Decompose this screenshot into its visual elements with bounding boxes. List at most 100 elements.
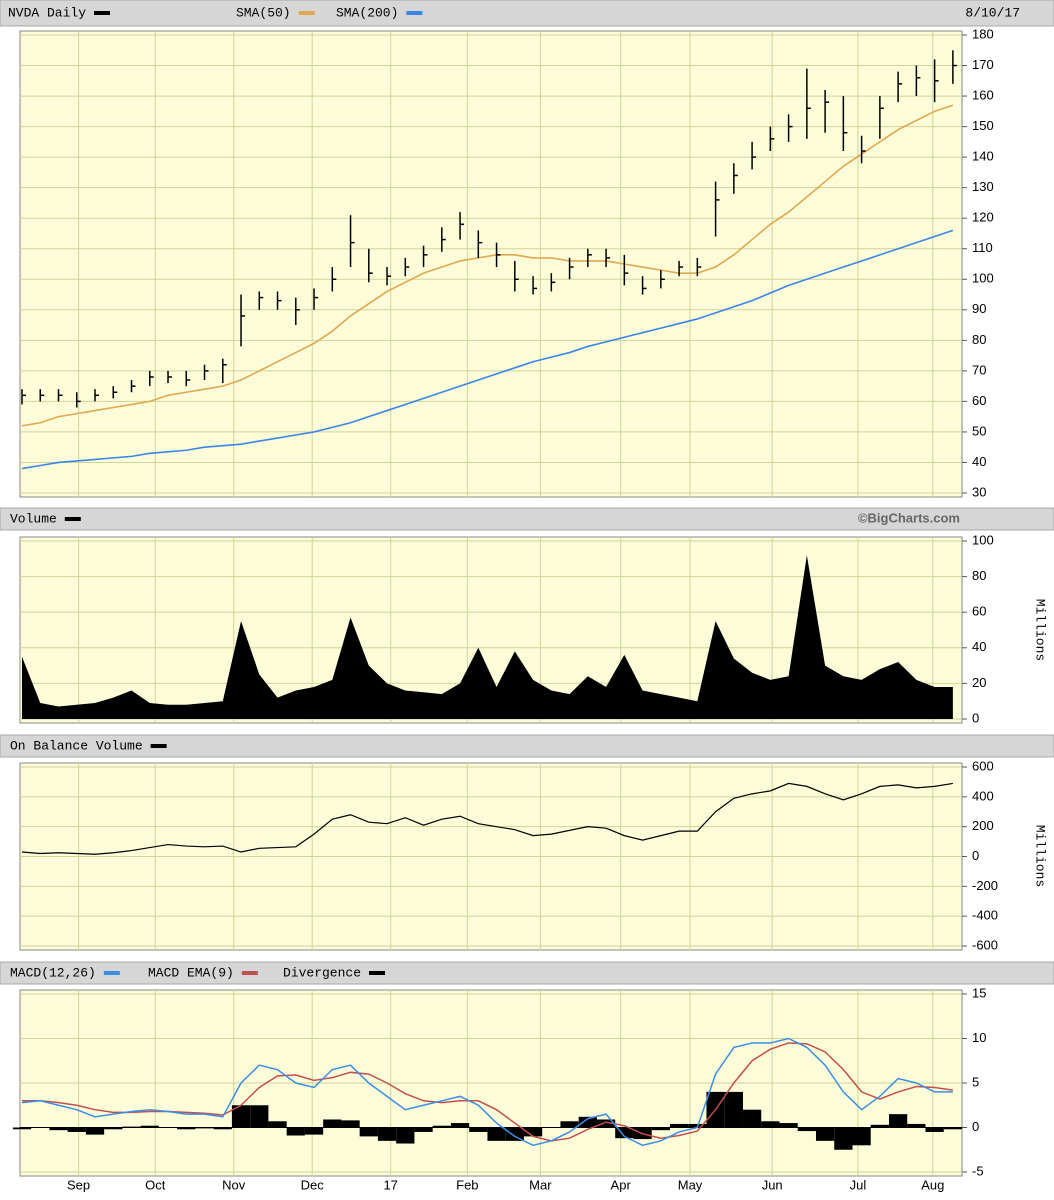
legend-swatch [406,11,423,15]
credit: ©BigCharts.com [858,510,960,525]
divergence-bar [596,1119,616,1128]
divergence-bar [742,1109,762,1128]
divergence-bar [341,1120,360,1128]
divergence-bar [140,1125,159,1128]
y-axis-label: Millions [1033,599,1048,661]
divergence-bar [323,1119,342,1128]
header-bar [0,734,1054,758]
x-tick-label: Sep [67,1177,90,1192]
divergence-bar [505,1127,524,1141]
header-bar [0,0,1054,27]
divergence-bar [250,1105,269,1128]
divergence-bar [268,1121,287,1128]
divergence-bar [432,1125,451,1128]
divergence-bar [523,1127,543,1137]
y-tick-label: 140 [972,149,994,164]
divergence-bar [377,1127,397,1141]
y-tick-label: 90 [972,301,986,316]
divergence-bar [286,1127,305,1136]
panel-title: On Balance Volume [10,738,143,753]
divergence-bar [815,1127,835,1141]
divergence-bar [779,1123,798,1128]
y-tick-label: 400 [972,788,994,803]
divergence-bar [761,1121,780,1128]
divergence-bar [925,1127,944,1132]
y-tick-label: 110 [972,240,993,255]
divergence-bar [578,1116,597,1128]
y-tick-label: 600 [972,758,994,773]
divergence-bar [669,1123,689,1128]
y-tick-label: 100 [972,532,994,547]
divergence-bar [359,1127,378,1137]
macd-line [21,1037,953,1147]
legend-label: MACD(12,26) [10,965,96,980]
y-tick-label: 10 [972,1030,986,1045]
y-tick-label: 30 [972,484,986,499]
chart-title: NVDA Daily [8,5,86,20]
x-tick-label: May [678,1177,703,1192]
x-tick-label: Feb [456,1177,478,1192]
y-tick-label: 40 [972,639,986,654]
divergence-bar [450,1123,470,1128]
legend-swatch [298,11,315,15]
legend-label: Divergence [283,965,361,980]
x-tick-label: Nov [222,1177,246,1192]
y-tick-label: 5 [972,1074,979,1089]
y-tick-label: 80 [972,568,986,583]
divergence-bar [231,1105,251,1128]
y-tick-label: -600 [972,937,998,952]
divergence-bar [834,1127,853,1150]
x-tick-label: Mar [529,1177,552,1192]
legend-label: SMA(200) [336,5,398,20]
y-tick-label: 50 [972,423,986,438]
x-tick-label: Jun [762,1177,783,1192]
divergence-bar [560,1121,579,1128]
divergence-bar [724,1091,743,1128]
y-tick-label: 15 [972,985,986,1000]
panel-title: Volume [10,511,57,526]
x-tick-label: Oct [145,1177,166,1192]
x-tick-label: Apr [611,1177,632,1192]
divergence-bar [469,1127,488,1132]
y-axis-label: Millions [1033,825,1048,887]
legend-swatch [103,971,120,975]
sma-line [21,229,954,470]
divergence-bar [304,1127,324,1135]
y-tick-label: 200 [972,818,994,833]
y-tick-label: 100 [972,271,994,286]
x-tick-label: Jul [850,1177,867,1192]
divergence-bar [487,1127,506,1141]
volume-area [22,555,953,719]
divergence-bar [615,1127,634,1139]
divergence-bar [177,1127,196,1130]
y-tick-label: 180 [972,26,994,41]
divergence-bar [213,1127,232,1130]
divergence-bar [870,1124,889,1128]
x-tick-label: Aug [921,1177,944,1192]
divergence-bar [396,1127,415,1144]
y-tick-label: 20 [972,675,986,690]
plot-area [19,30,963,498]
divergence-bar [888,1114,908,1128]
divergence-bar [49,1127,68,1131]
legend-swatch [369,971,386,975]
y-tick-label: 120 [972,210,994,225]
divergence-bar [12,1127,32,1130]
divergence-bar [797,1127,816,1132]
y-tick-label: 60 [972,604,986,619]
y-tick-label: 0 [972,710,979,725]
y-tick-label: 170 [972,57,994,72]
legend-swatch [150,744,167,748]
y-tick-label: 150 [972,118,994,133]
x-tick-label: 17 [383,1177,397,1192]
legend-label: MACD EMA(9) [148,965,234,980]
sma-line [21,104,954,427]
legend-swatch [64,517,81,521]
date-label: 8/10/17 [965,5,1020,20]
y-tick-label: 70 [972,362,986,377]
divergence-bar [943,1127,962,1130]
y-tick-label: -200 [972,878,998,893]
legend-label: SMA(50) [236,5,291,20]
